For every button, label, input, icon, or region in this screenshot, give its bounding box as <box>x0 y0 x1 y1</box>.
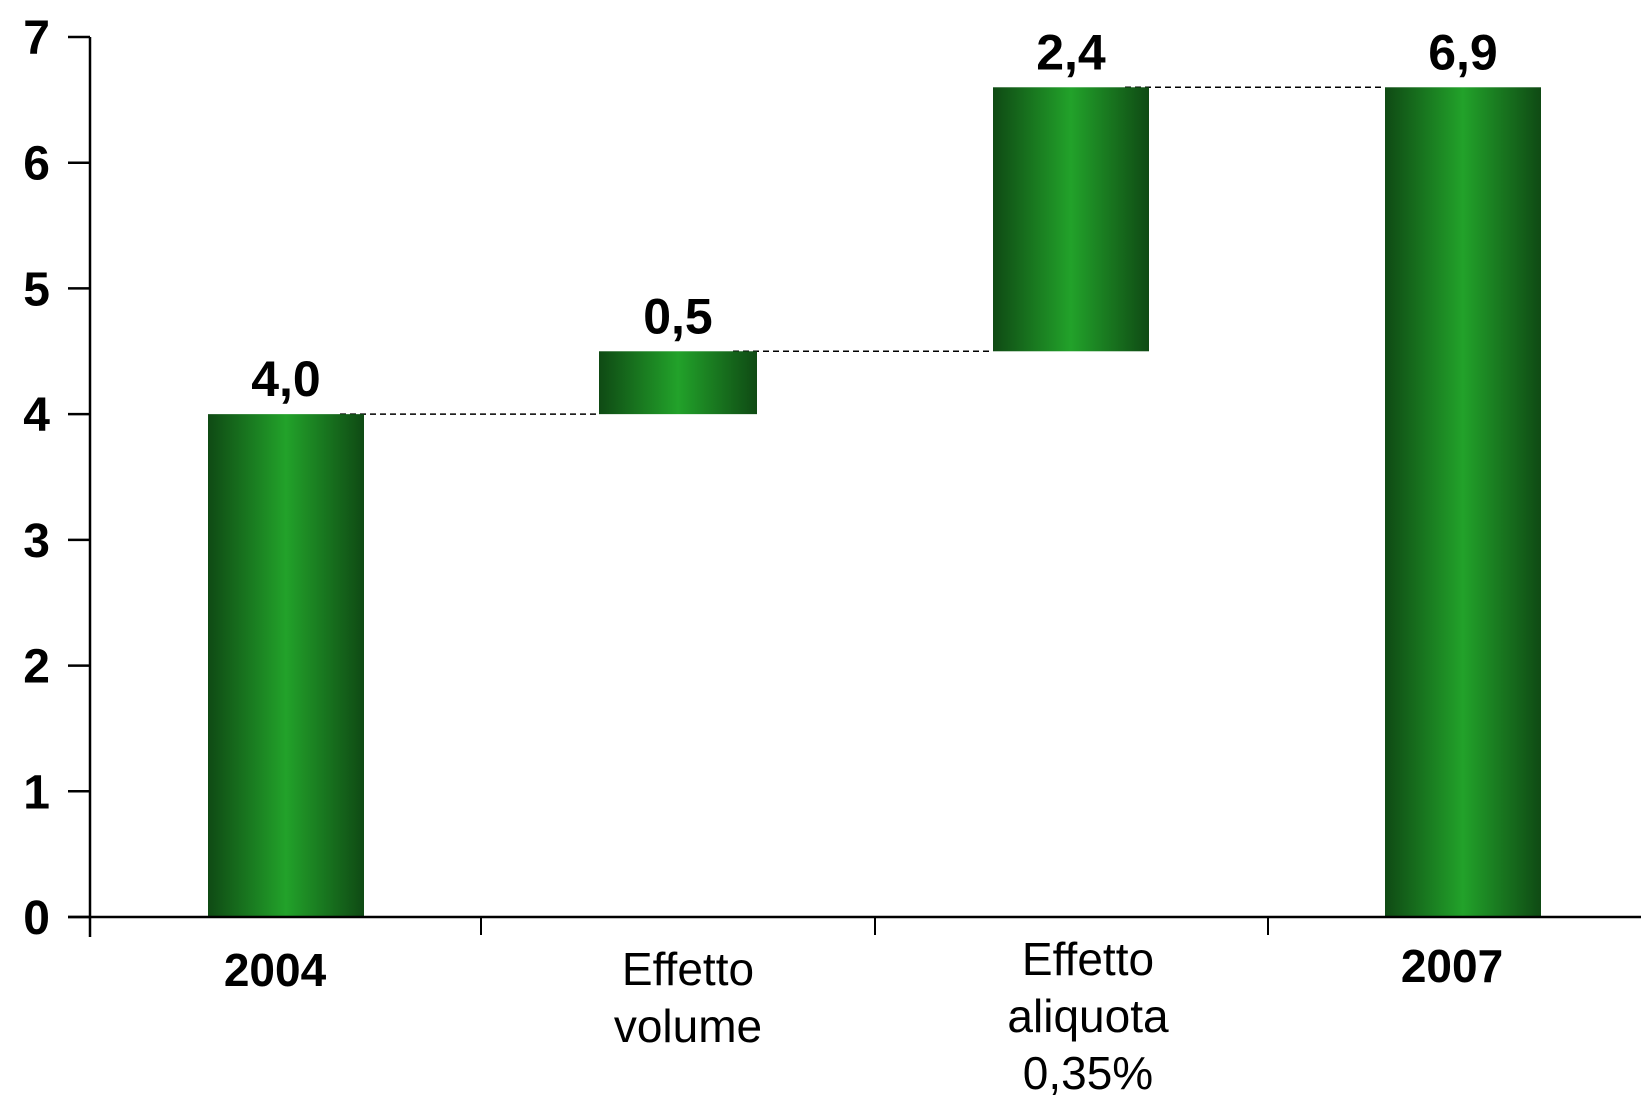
value-label-1: 4,0 <box>251 351 321 407</box>
y-tick-label: 2 <box>23 641 50 694</box>
value-label-4: 6,9 <box>1428 24 1498 80</box>
axes <box>68 37 1641 937</box>
category-label-line: aliquota <box>1007 990 1169 1042</box>
category-label-line: Effetto <box>622 943 754 995</box>
y-tick-label: 6 <box>23 138 50 191</box>
y-tick-label: 0 <box>23 892 50 945</box>
bar-3 <box>993 87 1149 352</box>
y-axis-ticks: 0 1 2 3 4 5 6 7 <box>23 12 90 945</box>
y-tick-label: 1 <box>23 766 50 819</box>
bar-2 <box>599 351 757 415</box>
category-label-line: 2007 <box>1401 940 1503 992</box>
y-tick-label: 7 <box>23 12 50 65</box>
category-label-line: volume <box>614 1000 762 1052</box>
value-label-2: 0,5 <box>643 288 713 344</box>
y-tick-label: 4 <box>23 389 50 442</box>
bars <box>208 87 1541 918</box>
value-label-3: 2,4 <box>1036 24 1106 80</box>
category-label-line: 2004 <box>224 944 327 996</box>
value-labels: 4,0 0,5 2,4 6,9 <box>251 24 1498 407</box>
bar-1 <box>208 414 364 917</box>
category-label-4: 2007 <box>1401 940 1503 992</box>
connector-lines <box>340 86 1385 415</box>
y-tick-label: 5 <box>23 263 50 316</box>
category-label-1: 2004 <box>224 944 327 996</box>
bar-4 <box>1385 87 1541 918</box>
category-label-2: Effetto volume <box>614 943 762 1052</box>
category-label-line: Effetto <box>1022 933 1154 985</box>
y-tick-label: 3 <box>23 515 50 568</box>
category-label-line: 0,35% <box>1023 1047 1153 1099</box>
category-label-3: Effetto aliquota 0,35% <box>1007 933 1169 1099</box>
